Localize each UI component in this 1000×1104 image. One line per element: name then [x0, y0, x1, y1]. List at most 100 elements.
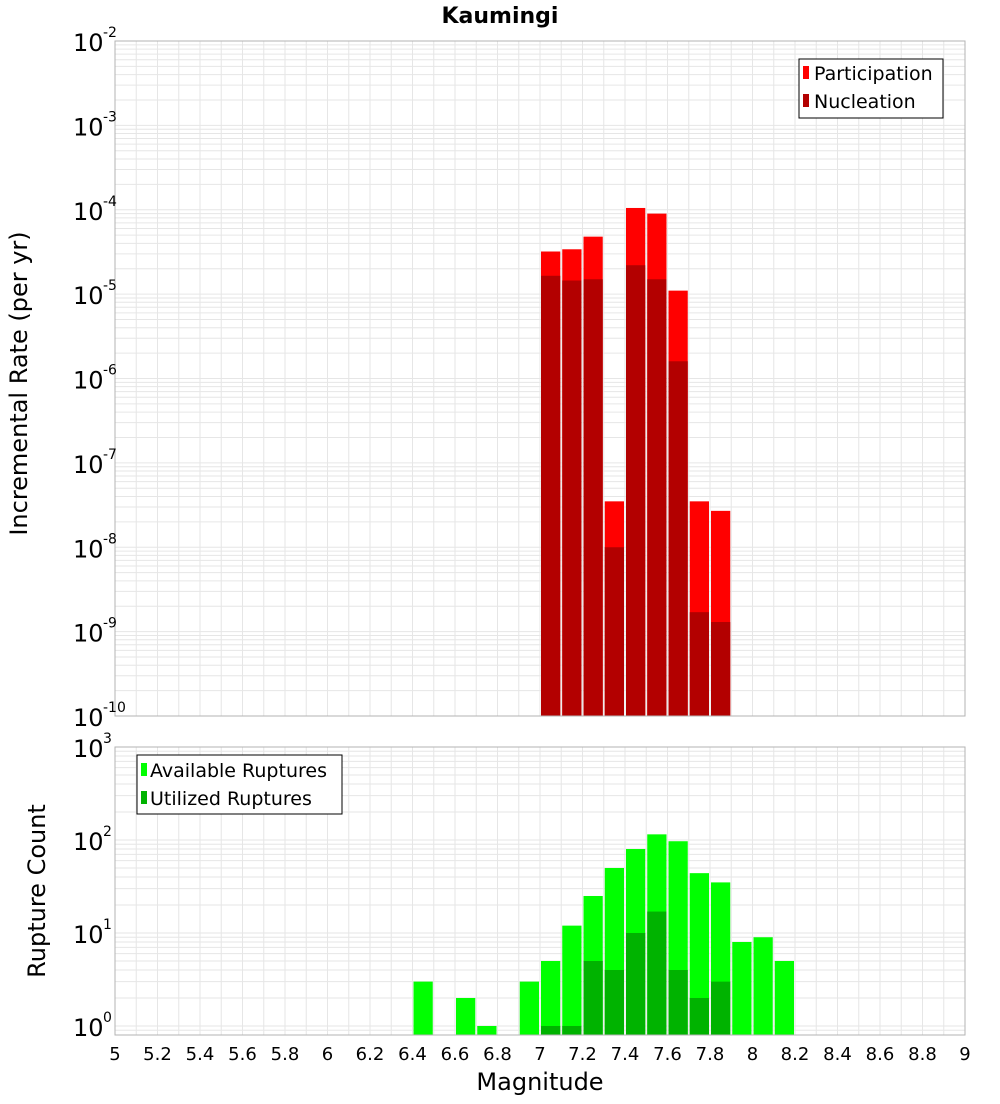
- y-tick-base: 10: [73, 620, 104, 648]
- utilized-bar: [689, 997, 709, 1035]
- y-tick-base: 10: [73, 282, 104, 310]
- y-tick-exponent: 1: [103, 917, 112, 933]
- x-tick-label: 5.6: [228, 1044, 257, 1065]
- nucleation-bar: [711, 622, 731, 716]
- x-tick-label: 5: [109, 1044, 120, 1065]
- utilized-bar: [583, 960, 603, 1035]
- x-tick-label: 6.2: [356, 1044, 385, 1065]
- utilized-bar: [626, 932, 646, 1035]
- y-tick-exponent: 2: [103, 824, 112, 840]
- available-bar: [562, 925, 582, 1035]
- count-plot-frame: [114, 746, 966, 1036]
- y-tick-base: 10: [73, 704, 104, 732]
- x-tick-label: 6.4: [398, 1044, 427, 1065]
- x-tick-label: 7.8: [696, 1044, 725, 1065]
- available-bar: [519, 981, 539, 1035]
- available-bar: [541, 960, 561, 1035]
- rate-gridlines: [114, 40, 966, 717]
- utilized-bar: [604, 969, 624, 1035]
- nucleation-bar: [647, 279, 667, 716]
- y-tick-base: 10: [73, 367, 104, 395]
- nucleation-bar: [583, 279, 603, 716]
- nucleation-bar: [562, 280, 582, 716]
- available-legend-label: Available Ruptures: [150, 760, 327, 782]
- utilized-bar: [711, 981, 731, 1035]
- nucleation-legend-label: Nucleation: [814, 91, 916, 113]
- utilized-bar: [647, 911, 667, 1035]
- rate-legend-box: [798, 58, 944, 119]
- nucleation-legend-swatch: [803, 94, 809, 107]
- available-bar: [753, 937, 773, 1035]
- available-bar: [413, 981, 433, 1035]
- x-tick-label: 5.8: [271, 1044, 300, 1065]
- y-tick-exponent: -7: [103, 447, 117, 463]
- participation-legend-swatch: [803, 66, 809, 79]
- x-tick-label: 8.4: [823, 1044, 852, 1065]
- available-bar: [689, 873, 709, 1035]
- available-bar: [456, 997, 476, 1035]
- utilized-legend-label: Utilized Ruptures: [150, 788, 312, 810]
- utilized-bar: [668, 969, 688, 1035]
- available-legend-swatch: [141, 763, 147, 776]
- x-ticks: 5 5.2 5.4 5.6 5.8 6 6.2 6.4 6.6 6.8 7 7.2 7.4 7.6 7.8 8…: [109, 1044, 970, 1065]
- x-tick-label: 8.6: [866, 1044, 895, 1065]
- utilized-bar: [541, 1025, 561, 1035]
- y-tick-exponent: -4: [103, 194, 117, 210]
- y-tick-exponent: -10: [103, 700, 126, 716]
- count-y-axis-label: Rupture Count: [23, 804, 51, 978]
- y-tick-exponent: -5: [103, 278, 117, 294]
- x-tick-label: 5.2: [143, 1044, 172, 1065]
- y-tick-base: 10: [73, 451, 104, 479]
- available-bar: [774, 960, 794, 1035]
- rate-legend: Participation Nucleation: [798, 58, 944, 119]
- nucleation-bar: [541, 275, 561, 716]
- y-tick-base: 10: [73, 1014, 104, 1042]
- x-axis-label: Magnitude: [476, 1068, 603, 1096]
- y-tick-exponent: -2: [103, 25, 117, 41]
- available-bar: [732, 942, 752, 1035]
- x-tick-label: 5.4: [186, 1044, 215, 1065]
- y-tick-exponent: 3: [103, 731, 112, 747]
- x-tick-label: 9: [959, 1044, 970, 1065]
- x-tick-label: 6: [322, 1044, 333, 1065]
- y-tick-exponent: -8: [103, 531, 117, 547]
- y-tick-base: 10: [73, 198, 104, 226]
- x-tick-label: 7.2: [568, 1044, 597, 1065]
- available-bar: [477, 1025, 497, 1035]
- participation-legend-label: Participation: [814, 63, 933, 85]
- x-tick-label: 7.6: [653, 1044, 682, 1065]
- count-gridlines: [114, 746, 966, 1036]
- y-tick-base: 10: [73, 828, 104, 856]
- count-bars: [413, 834, 794, 1035]
- y-tick-exponent: -9: [103, 616, 117, 632]
- count-legend: Available Ruptures Utilized Ruptures: [136, 754, 343, 815]
- rate-plot-frame: [114, 40, 966, 717]
- x-tick-label: 7: [534, 1044, 545, 1065]
- x-tick-label: 7.4: [611, 1044, 640, 1065]
- x-tick-label: 8.8: [908, 1044, 937, 1065]
- utilized-legend-swatch: [141, 791, 147, 804]
- y-tick-base: 10: [73, 535, 104, 563]
- rate-y-axis-label: Incremental Rate (per yr): [5, 231, 33, 535]
- count-legend-box: [136, 754, 343, 815]
- utilized-bar: [562, 1025, 582, 1035]
- nucleation-bar: [668, 361, 688, 716]
- x-tick-label: 8: [747, 1044, 758, 1065]
- nucleation-bar: [604, 547, 624, 716]
- x-tick-label: 8.2: [781, 1044, 810, 1065]
- y-tick-base: 10: [73, 735, 104, 763]
- y-tick-exponent: -3: [103, 109, 117, 125]
- nucleation-bar: [626, 265, 646, 716]
- chart-title: Kaumingi: [442, 4, 559, 29]
- y-tick-exponent: -6: [103, 363, 117, 379]
- nucleation-bar: [689, 612, 709, 716]
- rate-bars: [541, 207, 731, 717]
- x-tick-label: 6.6: [441, 1044, 470, 1065]
- y-tick-base: 10: [73, 921, 104, 949]
- y-tick-base: 10: [73, 29, 104, 57]
